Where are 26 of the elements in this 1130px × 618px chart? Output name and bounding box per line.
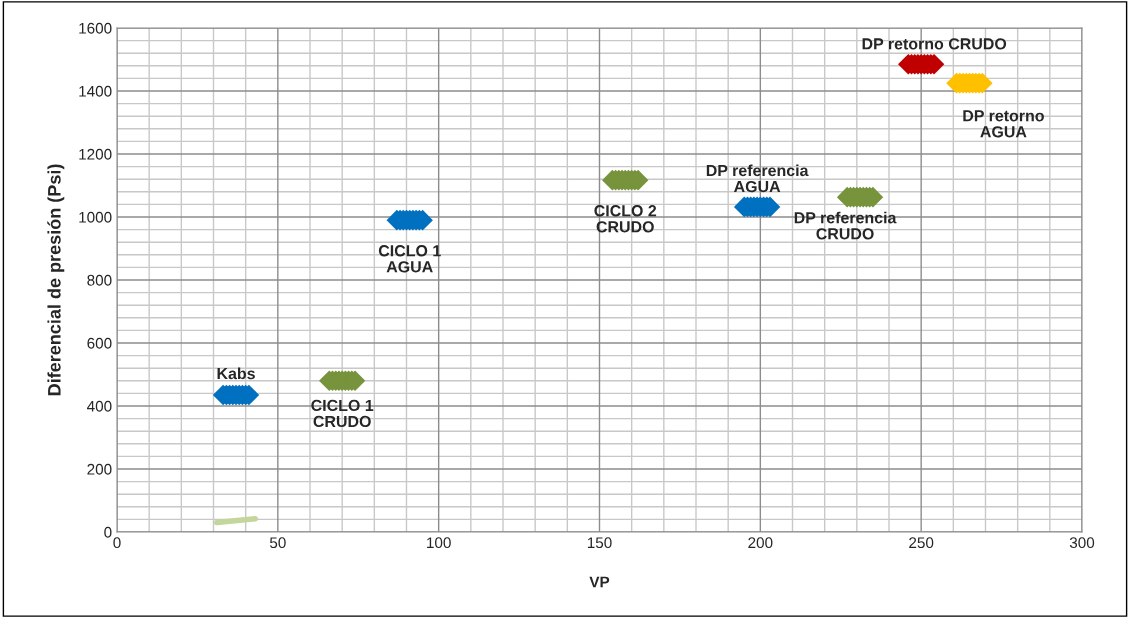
x-tick-label: 250 [909, 537, 934, 549]
y-axis-title: Diferencial de presión (Psi) [47, 164, 65, 396]
x-axis-title: VP [589, 576, 610, 588]
y-tick-label: 1600 [79, 22, 112, 34]
x-tick-label: 0 [113, 537, 121, 549]
y-tick-label: 400 [87, 400, 112, 412]
annotation: Kabs [217, 367, 255, 380]
annotation: DP retorno CRUDO [862, 38, 1007, 50]
annotation: CICLO 1 CRUDO [311, 399, 374, 428]
y-tick-label: 1200 [79, 148, 112, 160]
y-tick-label: 0 [104, 526, 112, 538]
y-tick-label: 800 [87, 274, 112, 286]
y-tick-label: 200 [87, 463, 112, 475]
y-tick-label: 1400 [79, 85, 112, 97]
x-tick-label: 300 [1069, 537, 1095, 549]
y-tick-label: 600 [87, 337, 112, 349]
annotation: CICLO 1 AGUA [378, 245, 441, 273]
x-tick-label: 100 [427, 537, 451, 549]
annotation: CICLO 2 CRUDO [594, 205, 657, 233]
y-tick-label: 1000 [79, 211, 112, 223]
annotation: DP referencia CRUDO [794, 211, 897, 240]
x-tick-label: 200 [748, 537, 773, 549]
x-tick-label: 50 [269, 537, 286, 549]
annotation: DP referencia AGUA [706, 164, 809, 193]
annotation: DP retorno AGUA [963, 110, 1044, 138]
x-tick-label: 150 [587, 537, 612, 549]
